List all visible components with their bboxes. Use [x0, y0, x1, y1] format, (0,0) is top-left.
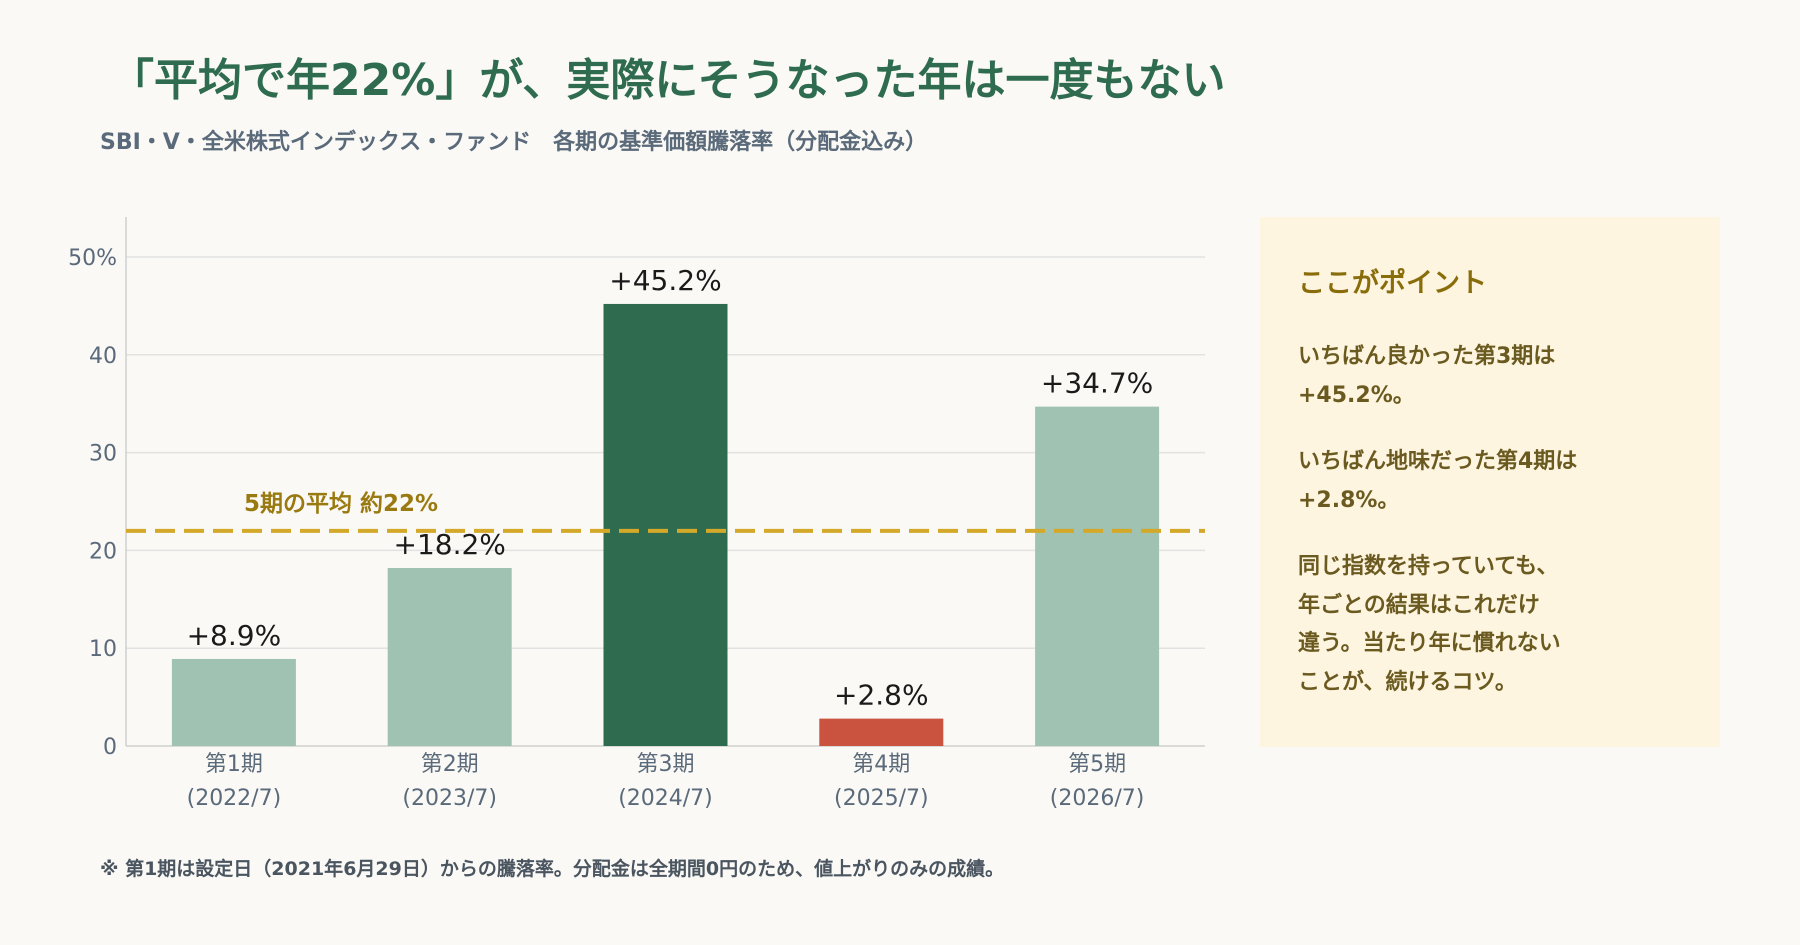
bar [387, 568, 512, 746]
y-tick-label: 0 [103, 735, 117, 760]
callout-paragraph-advice: 同じ指数を持っていても、 年ごとの結果はこれだけ 違う。当たり年に慣れない こと… [1298, 554, 1561, 695]
x-tick-label: 第2期(2023/7) [402, 752, 497, 811]
data-label: +18.2% [393, 528, 505, 561]
y-tick-label: 30 [89, 442, 117, 467]
bar [1035, 406, 1160, 746]
x-tick-label: 第3期(2024/7) [618, 752, 713, 811]
callout-paragraph-worst: いちばん地味だった第4期は +2.8%。 [1298, 449, 1578, 513]
data-label: +2.8% [834, 679, 929, 712]
x-tick-label: 第1期(2022/7) [187, 752, 282, 811]
callout-paragraph-best: いちばん良かった第3期は +45.2%。 [1298, 344, 1556, 408]
y-tick-label: 10 [89, 637, 117, 662]
callout-title: ここがポイント [1298, 268, 1487, 299]
y-tick-label: 50% [68, 246, 117, 271]
data-label: +45.2% [609, 264, 721, 297]
data-label: +34.7% [1041, 367, 1153, 400]
bar-chart: 0 10 20 30 40 50% +8.9% 第1期(2022/7) +18.2% 第2期(20… [68, 217, 1205, 811]
bar [603, 303, 728, 746]
data-label: +8.9% [187, 619, 282, 652]
point-callout: ここがポイント いちばん良かった第3期は +45.2%。 いちばん地味だった第4… [1260, 217, 1720, 747]
footnote: ※ 第1期は設定日（2021年6月29日）からの騰落率。分配金は全期間0円のため… [100, 858, 1005, 880]
average-line-label: 5期の平均 約22% [244, 490, 438, 517]
x-tick-label: 第4期(2025/7) [834, 752, 929, 811]
page-subtitle: SBI・V・全米株式インデックス・ファンド 各期の基準価額騰落率（分配金込み） [100, 130, 928, 155]
y-tick-label: 40 [89, 344, 117, 369]
bar [171, 658, 296, 746]
y-tick-label: 20 [89, 539, 117, 564]
bar [819, 718, 944, 746]
x-tick-label: 第5期(2026/7) [1050, 752, 1145, 811]
page-title: 「平均で年22%」が、実際にそうなった年は一度もない [110, 55, 1226, 106]
